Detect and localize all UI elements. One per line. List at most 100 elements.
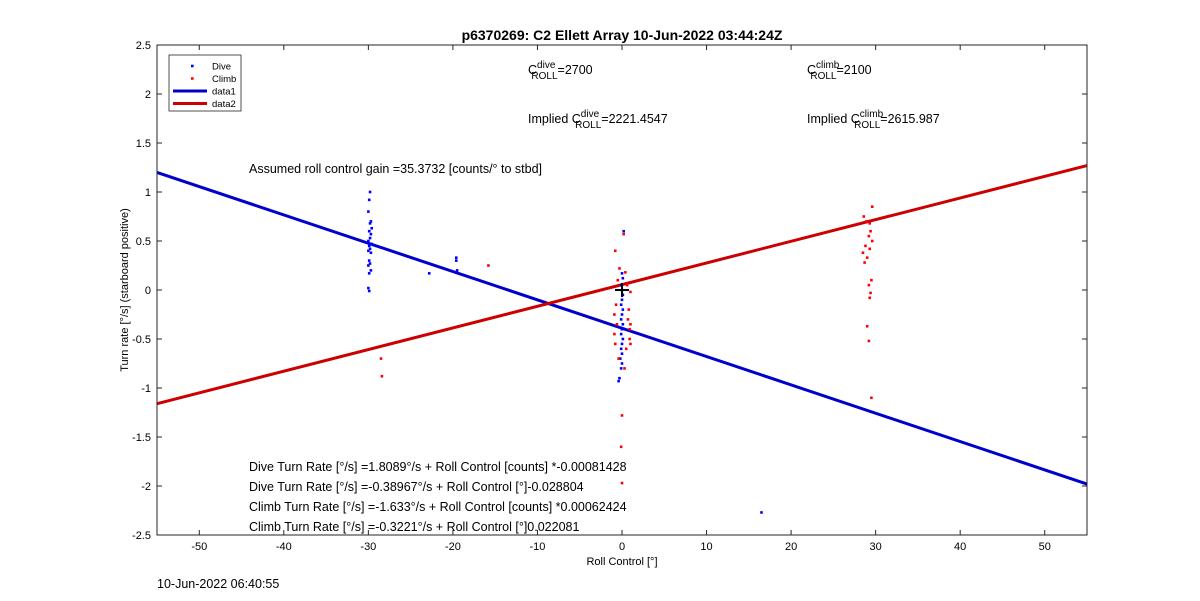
point-dive bbox=[619, 367, 623, 370]
point-climb bbox=[869, 291, 872, 295]
point-climb bbox=[620, 481, 624, 485]
point-dive bbox=[367, 198, 371, 202]
point-dive bbox=[367, 289, 371, 293]
point-climb bbox=[867, 234, 871, 238]
point-climb bbox=[617, 357, 620, 360]
point-climb bbox=[861, 251, 865, 255]
point-climb bbox=[865, 324, 869, 328]
point-climb bbox=[865, 256, 869, 259]
x-tick-label: -10 bbox=[530, 541, 546, 553]
point-climb bbox=[624, 271, 627, 274]
point-dive bbox=[620, 352, 624, 355]
legend-marker-dive bbox=[191, 64, 194, 68]
y-tick-label: 1.5 bbox=[136, 138, 151, 150]
y-tick-label: -1.5 bbox=[132, 432, 151, 444]
point-climb bbox=[615, 323, 619, 326]
legend-box bbox=[168, 54, 242, 112]
y-tick-label: -2 bbox=[141, 481, 151, 493]
point-climb bbox=[613, 249, 617, 253]
point-dive bbox=[427, 272, 431, 275]
c-climb-annotation: Cclimb ROLL=2100 bbox=[807, 60, 872, 82]
point-dive bbox=[621, 337, 625, 341]
y-tick-label: -1 bbox=[141, 383, 151, 395]
point-dive bbox=[455, 269, 459, 272]
point-dive bbox=[619, 332, 623, 336]
data-points bbox=[367, 190, 874, 514]
point-climb bbox=[380, 374, 384, 378]
point-climb bbox=[868, 296, 872, 300]
point-climb bbox=[627, 308, 631, 311]
y-tick-label: 1 bbox=[145, 187, 151, 199]
point-dive bbox=[620, 298, 624, 302]
y-tick-label: 0 bbox=[145, 285, 151, 297]
c-dive-annotation: Cdive ROLL=2700 bbox=[528, 60, 593, 82]
point-dive bbox=[369, 220, 373, 223]
point-dive bbox=[620, 362, 624, 365]
gain-annotation: Assumed roll control gain =35.3732 [coun… bbox=[249, 162, 542, 176]
point-dive bbox=[617, 379, 620, 383]
point-climb bbox=[870, 205, 874, 208]
point-dive bbox=[454, 259, 458, 262]
point-climb bbox=[869, 229, 872, 233]
point-climb bbox=[629, 290, 632, 294]
x-tick-label: -40 bbox=[276, 541, 292, 553]
point-dive bbox=[622, 229, 625, 233]
point-dive bbox=[370, 226, 374, 230]
point-dive bbox=[368, 236, 372, 240]
point-dive bbox=[619, 318, 623, 321]
point-climb bbox=[629, 323, 632, 326]
y-tick-label: -0.5 bbox=[132, 334, 151, 346]
point-dive bbox=[620, 272, 624, 275]
point-dive bbox=[367, 244, 371, 248]
x-tick-label: -20 bbox=[445, 541, 461, 553]
point-dive bbox=[619, 357, 622, 360]
point-climb bbox=[628, 337, 631, 341]
point-climb bbox=[868, 247, 872, 251]
point-climb bbox=[613, 342, 617, 346]
point-dive bbox=[454, 256, 458, 259]
point-climb bbox=[868, 222, 872, 225]
point-dive bbox=[367, 249, 370, 253]
point-climb bbox=[864, 244, 867, 248]
point-climb bbox=[379, 357, 383, 360]
point-dive bbox=[620, 342, 624, 346]
legend-label: data2 bbox=[212, 99, 236, 110]
point-dive bbox=[367, 272, 371, 275]
x-axis-label: Roll Control [°] bbox=[586, 556, 657, 568]
origin-crosshair bbox=[615, 283, 629, 297]
point-dive bbox=[620, 327, 624, 331]
point-dive bbox=[367, 286, 370, 290]
point-dive bbox=[369, 269, 373, 272]
point-dive bbox=[619, 303, 623, 306]
figure-timestamp: 10-Jun-2022 06:40:55 bbox=[157, 577, 280, 591]
point-dive bbox=[367, 229, 371, 233]
point-climb bbox=[613, 332, 616, 336]
point-dive bbox=[619, 347, 623, 351]
x-tick-label: 30 bbox=[870, 541, 882, 553]
point-climb bbox=[870, 396, 873, 400]
point-climb bbox=[863, 261, 866, 264]
legend-marker-climb bbox=[191, 77, 194, 80]
point-climb bbox=[862, 215, 866, 218]
point-dive bbox=[367, 239, 370, 243]
point-climb bbox=[867, 339, 871, 343]
point-dive bbox=[621, 276, 625, 280]
y-tick-label: 2.5 bbox=[136, 40, 151, 52]
x-tick-label: -50 bbox=[191, 541, 207, 553]
x-tick-label: 40 bbox=[954, 541, 966, 553]
fit-climb-counts: Climb Turn Rate [°/s] =-1.633°/s + Roll … bbox=[249, 500, 627, 514]
legend-label: Climb bbox=[212, 74, 236, 85]
point-dive bbox=[369, 232, 373, 236]
point-dive bbox=[367, 264, 370, 267]
fit-dive-degrees: Dive Turn Rate [°/s] =-0.38967°/s + Roll… bbox=[249, 480, 584, 494]
point-climb bbox=[870, 239, 874, 243]
point-climb bbox=[628, 327, 631, 331]
point-dive bbox=[370, 242, 374, 246]
point-dive bbox=[369, 251, 373, 255]
point-climb bbox=[620, 414, 624, 417]
point-dive bbox=[367, 259, 371, 262]
implied-dive-annotation: Implied Cdive ROLL=2221.4547 bbox=[528, 109, 668, 131]
point-climb bbox=[629, 342, 632, 346]
point-climb bbox=[623, 367, 626, 370]
